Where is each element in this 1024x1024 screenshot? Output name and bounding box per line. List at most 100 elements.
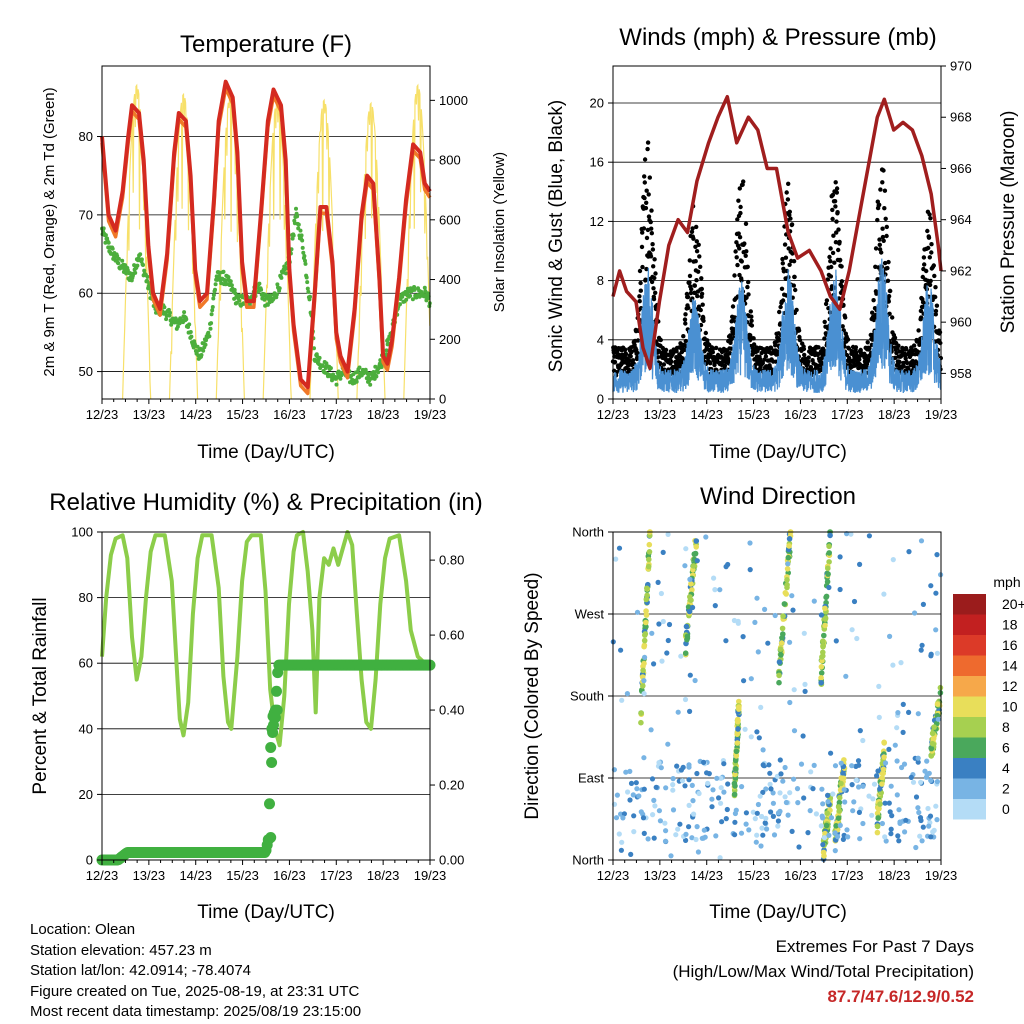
gust-point [732,273,737,278]
gust-point [904,347,909,352]
gust-point [687,273,693,279]
gust-point [661,362,667,367]
gust-point [834,230,839,235]
gust-point [830,192,836,198]
wind-direction-point [790,607,796,613]
gust-point [791,259,797,264]
wind-direction-point [850,808,856,814]
wind-direction-point [800,733,806,739]
wind-direction-point [718,775,724,781]
pressure-line [611,94,943,371]
dewpoint-point [303,258,307,263]
wind-speed-line [612,258,942,394]
gust-point [834,219,839,224]
wind-direction-point [687,708,693,715]
x-tick-label: 15/23 [226,407,259,422]
wind-direction-point [758,843,764,849]
wind-direction-point [648,727,654,733]
gust-point [843,315,848,320]
x-tick-label: 19/23 [414,868,447,883]
wind-direction-point [917,833,923,839]
gust-point [693,244,698,249]
dewpoint-point [213,287,217,292]
gust-point [689,229,695,234]
gust-point [737,272,742,278]
wind-direction-point [701,827,707,833]
gust-point [783,255,789,260]
gust-point [656,348,661,353]
gust-point [911,343,917,348]
gust-point [926,235,932,240]
wind-direction-point [933,803,939,809]
dewpoint-point [132,263,137,268]
gust-point [778,321,783,326]
wind-direction-point [892,742,898,748]
gust-point [816,345,821,350]
legend-label: 14 [1002,658,1018,674]
y-tick-label: 8 [597,273,604,288]
wind-direction-point [645,836,651,842]
gust-point [918,308,924,314]
wind-direction-point [857,836,863,842]
wind-direction-point [743,821,749,827]
wind-direction-point [925,805,931,812]
wind-direction-point [820,801,826,807]
winds-xlabel: Time (Day/UTC) [709,442,847,463]
extremes-values: 87.7/47.6/12.9/0.52 [827,987,974,1006]
y2-tick-label: 960 [950,315,972,330]
wind-direction-point [759,825,765,831]
gust-point [801,346,807,352]
wind-direction-point [752,816,758,822]
gust-point [653,271,658,276]
gust-point [833,240,839,245]
wind-direction-point [683,546,689,552]
precip-point [265,742,277,753]
y2-tick-label: 800 [439,153,461,168]
wind-direction-point [919,838,925,844]
x-tick-label: 14/23 [690,407,723,422]
wind-direction-point [877,786,883,792]
wind-direction-point [882,760,889,766]
wind-direction-point [937,690,944,696]
wind-direction-point [686,802,692,809]
dewpoint-point [384,348,389,353]
legend-swatch [953,614,986,635]
dewpoint-point [210,308,215,313]
wind-direction-point [934,650,941,656]
wind-direction-point [732,783,738,789]
gust-point [827,254,832,260]
gust-point [708,361,713,366]
wind-direction-point [919,642,925,648]
x-tick-label: 19/23 [925,407,958,422]
gust-point [650,247,656,252]
gust-point [698,264,703,269]
gust-point [683,338,688,344]
gust-point [649,279,655,285]
wind-direction-point [837,586,843,593]
wind-direction-point [775,823,781,829]
wind-direction-point [902,829,908,835]
x-tick-label: 16/23 [273,407,306,422]
wind-direction-point [849,782,855,788]
gust-point [880,180,885,185]
wind-direction-point [811,762,817,769]
dewpoint-point [207,334,212,339]
gust-point [762,357,767,362]
wind-direction-point [881,739,887,746]
precip-point [271,685,282,697]
dewpoint-point [133,270,138,275]
gust-point [834,186,840,191]
gust-point [878,187,883,192]
x-tick-label: 12/23 [86,407,119,422]
wind-direction-point [866,533,873,539]
wind-direction-point [798,761,805,767]
dewpoint-point [115,254,120,258]
wind-direction-point [760,747,766,753]
extremes-title: Extremes For Past 7 Days [775,937,974,956]
gust-point [831,233,836,238]
y-tick-label: 0 [86,853,93,868]
wind-direction-point [929,740,936,747]
temperature-title: Temperature (F) [180,31,352,58]
wind-direction-point [916,809,922,816]
wind-direction-point [785,561,791,567]
